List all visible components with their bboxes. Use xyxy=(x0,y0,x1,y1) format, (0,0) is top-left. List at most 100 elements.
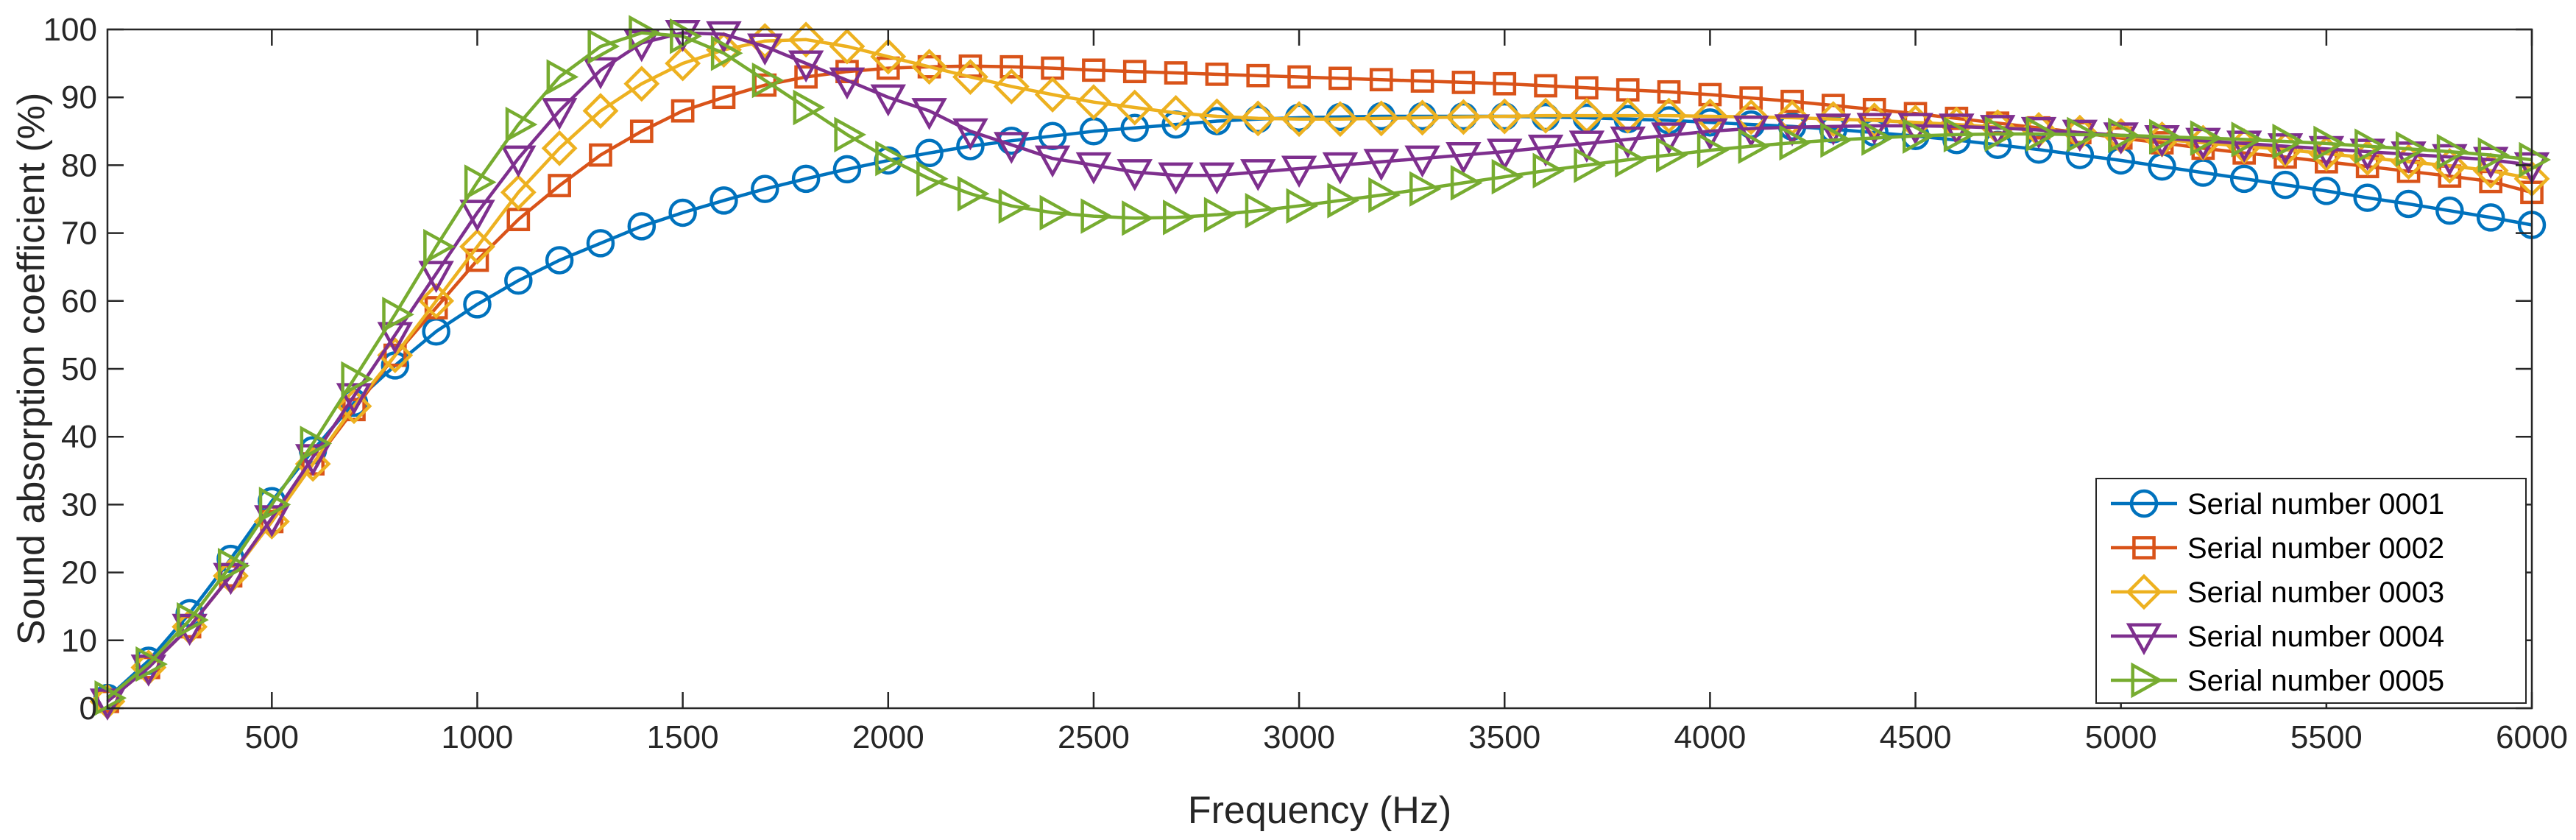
data-point xyxy=(993,68,1030,105)
data-point xyxy=(545,246,574,275)
axes xyxy=(106,28,2533,710)
data-point xyxy=(2229,164,2259,194)
data-point xyxy=(1574,147,1606,183)
data-point xyxy=(668,198,697,227)
data-point xyxy=(710,186,738,215)
data-point xyxy=(2020,116,2057,149)
data-point xyxy=(1328,66,1352,91)
data-point xyxy=(788,21,824,58)
data-point xyxy=(2354,128,2387,164)
data-point xyxy=(788,50,824,83)
x-tick-label: 5500 xyxy=(2290,719,2363,755)
legend-marker xyxy=(2131,662,2164,699)
legend-label: Serial number 0001 xyxy=(2187,488,2444,520)
data-point xyxy=(587,28,620,65)
data-point xyxy=(917,54,941,79)
data-point xyxy=(1368,177,1401,213)
data-point xyxy=(1527,97,1564,134)
legend-label: Serial number 0003 xyxy=(2187,576,2444,609)
data-point xyxy=(1656,137,1688,173)
data-point xyxy=(1163,200,1195,236)
data-point xyxy=(1198,98,1235,135)
x-tick-label: 6000 xyxy=(2496,719,2568,755)
data-point xyxy=(2267,133,2304,166)
data-point xyxy=(2519,141,2552,178)
legend-label: Serial number 0005 xyxy=(2187,665,2444,697)
data-point xyxy=(1698,82,1722,107)
data-point xyxy=(1158,162,1194,195)
y-axis-title: Sound absorption coefficient (%) xyxy=(10,93,53,646)
data-point xyxy=(1245,192,1278,229)
data-point xyxy=(2432,144,2468,177)
data-point xyxy=(793,89,826,126)
data-point xyxy=(135,646,168,682)
x-tick-label: 1000 xyxy=(442,719,514,755)
data-point xyxy=(582,93,619,130)
x-tick-label: 3000 xyxy=(1263,719,1335,755)
data-point xyxy=(629,119,654,144)
data-point xyxy=(1446,142,1482,174)
y-tick-label: 60 xyxy=(61,283,97,320)
data-point xyxy=(382,297,414,333)
data-point xyxy=(834,116,867,153)
data-point xyxy=(2436,133,2469,170)
data-point xyxy=(2472,147,2509,180)
series-line xyxy=(106,114,2533,699)
legend-label: Serial number 0004 xyxy=(2187,621,2444,653)
data-point xyxy=(870,84,907,117)
data-point xyxy=(832,155,862,184)
data-point xyxy=(1205,63,1229,86)
data-point xyxy=(1696,132,1730,169)
data-point xyxy=(217,548,250,584)
data-point xyxy=(383,343,407,367)
data-point xyxy=(1240,159,1276,191)
data-point xyxy=(1486,98,1523,135)
legend-item: Serial number 0001 xyxy=(2111,488,2444,520)
data-point xyxy=(994,132,1030,164)
data-point xyxy=(1820,122,1853,158)
x-tick-label: 2500 xyxy=(1058,719,1130,755)
data-point xyxy=(2353,183,2382,212)
data-point xyxy=(2394,189,2423,219)
y-tick-label: 10 xyxy=(61,623,97,659)
data-point xyxy=(1122,60,1147,84)
x-tick-label: 2000 xyxy=(852,719,924,755)
x-tick-label: 500 xyxy=(245,719,299,755)
data-point xyxy=(463,290,492,319)
data-point xyxy=(1610,126,1646,159)
data-point xyxy=(1322,152,1359,185)
data-point xyxy=(459,200,495,232)
data-point xyxy=(1568,130,1605,163)
data-point xyxy=(627,212,657,241)
data-point xyxy=(751,174,779,203)
data-point xyxy=(1281,155,1317,188)
data-point xyxy=(1902,118,1935,154)
data-point xyxy=(423,228,456,265)
data-point xyxy=(751,62,785,99)
data-point xyxy=(1117,89,1153,126)
y-tick-label: 70 xyxy=(61,216,97,252)
data-point xyxy=(1034,145,1071,178)
data-point xyxy=(1363,100,1400,137)
data-point xyxy=(2231,121,2264,158)
data-point xyxy=(1363,149,1399,181)
data-point xyxy=(791,164,821,194)
x-tick-label: 1500 xyxy=(647,719,719,755)
data-point xyxy=(1493,71,1517,96)
data-point xyxy=(1534,74,1557,98)
data-point xyxy=(623,66,660,102)
data-point xyxy=(1897,104,1933,141)
data-point xyxy=(1082,58,1105,82)
y-tick-label: 20 xyxy=(61,555,97,591)
data-point xyxy=(1487,138,1523,172)
data-point xyxy=(2108,117,2140,154)
data-point xyxy=(1445,99,1482,135)
data-point xyxy=(1615,141,1647,178)
data-point xyxy=(2190,120,2223,156)
data-point xyxy=(2391,141,2427,174)
data-point xyxy=(1451,71,1476,94)
data-point xyxy=(1404,99,1441,136)
x-tick-label: 4500 xyxy=(1880,719,1952,755)
y-tick-label: 40 xyxy=(61,419,97,455)
